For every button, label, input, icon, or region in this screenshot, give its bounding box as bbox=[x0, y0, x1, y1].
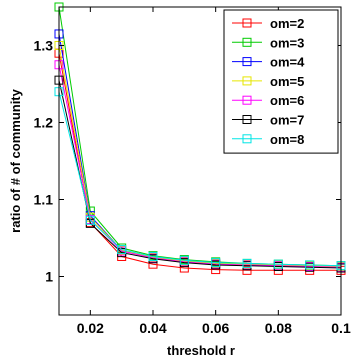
legend-marker bbox=[242, 95, 252, 105]
x-tick-label: 0.08 bbox=[265, 320, 292, 336]
legend-marker bbox=[242, 115, 252, 124]
y-axis-title: ratio of # of community bbox=[8, 88, 23, 233]
y-tick-label: 1.1 bbox=[34, 192, 54, 208]
legend-marker bbox=[242, 37, 252, 47]
legend-item: om=4 bbox=[232, 55, 305, 70]
y-tick-label: 1.3 bbox=[34, 38, 54, 54]
legend-item: om=2 bbox=[232, 16, 304, 31]
legend-label: om=2 bbox=[270, 16, 304, 31]
legend-item: om=6 bbox=[232, 93, 304, 108]
data-point bbox=[117, 245, 127, 255]
axes-layer: 0.02 0.04 0.06 0.08 0.1 1 1.1 1.2 1.3 bbox=[34, 6, 351, 336]
legend-marker bbox=[242, 18, 252, 28]
series-line bbox=[58, 91, 342, 267]
legend-label: om=6 bbox=[270, 93, 304, 108]
legend-label: om=7 bbox=[270, 113, 304, 128]
legend-label: om=8 bbox=[270, 132, 304, 147]
data-point bbox=[85, 215, 95, 225]
y-tick-label: 1 bbox=[45, 269, 53, 285]
y-tick-label: 1.2 bbox=[34, 115, 54, 131]
x-tick-label: 0.02 bbox=[77, 320, 104, 336]
legend-label: om=3 bbox=[270, 35, 304, 50]
data-point bbox=[148, 251, 158, 261]
data-point bbox=[211, 258, 221, 268]
legend-marker bbox=[242, 57, 252, 67]
legend-item: om=7 bbox=[232, 113, 304, 128]
axes-box bbox=[58, 6, 342, 316]
x-tick-label: 0.06 bbox=[202, 320, 229, 336]
legend-item: om=5 bbox=[232, 74, 304, 89]
legend-marker bbox=[242, 134, 252, 144]
legend: om=2 om=3 om=4 om=5 om=6 om=7 om=8 bbox=[223, 9, 339, 154]
legend-marker bbox=[242, 76, 252, 86]
x-tick-label: 0.04 bbox=[139, 320, 166, 336]
data-point bbox=[273, 259, 283, 269]
legend-item: om=8 bbox=[232, 132, 304, 147]
legend-item: om=3 bbox=[232, 35, 304, 50]
data-point bbox=[179, 255, 189, 265]
legend-label: om=4 bbox=[270, 55, 305, 70]
series-line bbox=[58, 80, 342, 269]
x-axis-title: threshold r bbox=[167, 343, 235, 358]
x-tick-label: 0.1 bbox=[331, 320, 351, 336]
data-point bbox=[242, 265, 252, 275]
series-line bbox=[58, 45, 342, 267]
legend-label: om=5 bbox=[270, 74, 304, 89]
data-point bbox=[242, 258, 252, 268]
series-line bbox=[58, 53, 341, 271]
data-point bbox=[305, 260, 315, 270]
